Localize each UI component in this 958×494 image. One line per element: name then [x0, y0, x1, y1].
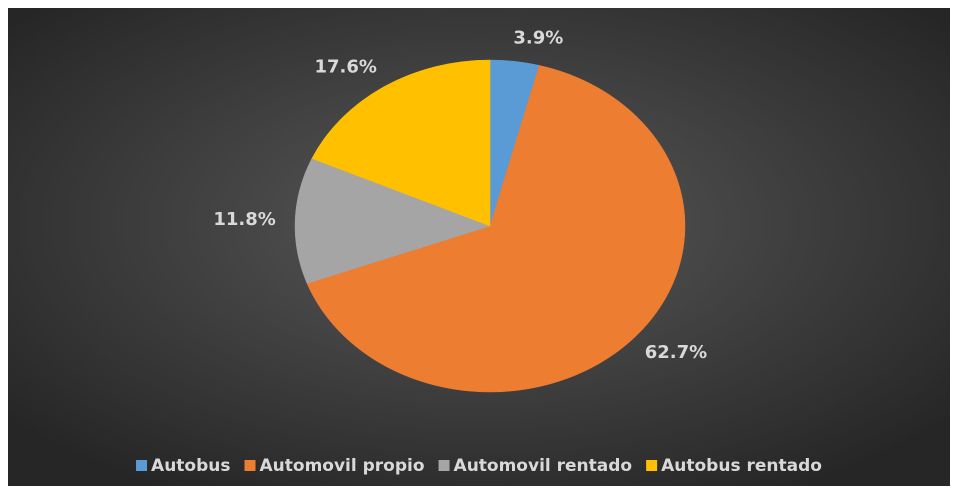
legend-item: Automovil propio [244, 456, 425, 476]
legend: Autobus Automovil propio Automovil rentado… [136, 456, 822, 476]
data-label: 17.6% [314, 56, 376, 77]
legend-label: Automovil propio [260, 456, 425, 476]
legend-item: Autobus rentado [646, 456, 822, 476]
pie-slice [311, 59, 491, 227]
data-labels: 3.9% 62.7% 11.8% 17.6% [213, 27, 707, 363]
data-label: 11.8% [213, 209, 275, 230]
legend-item: Autobus [136, 456, 231, 476]
legend-item: Automovil rentado [438, 456, 633, 476]
data-label: 62.7% [645, 342, 707, 363]
legend-label: Autobus [151, 456, 230, 476]
legend-swatch [646, 460, 658, 471]
legend-label: Autobus rentado [661, 456, 822, 476]
legend-swatch [136, 460, 148, 471]
data-label: 3.9% [513, 27, 563, 48]
pie [294, 59, 686, 393]
pie-slice [306, 65, 686, 393]
legend-label: Automovil rentado [454, 456, 633, 476]
legend-swatch [244, 460, 256, 471]
legend-swatch [438, 460, 450, 471]
pie-slice [294, 158, 491, 284]
